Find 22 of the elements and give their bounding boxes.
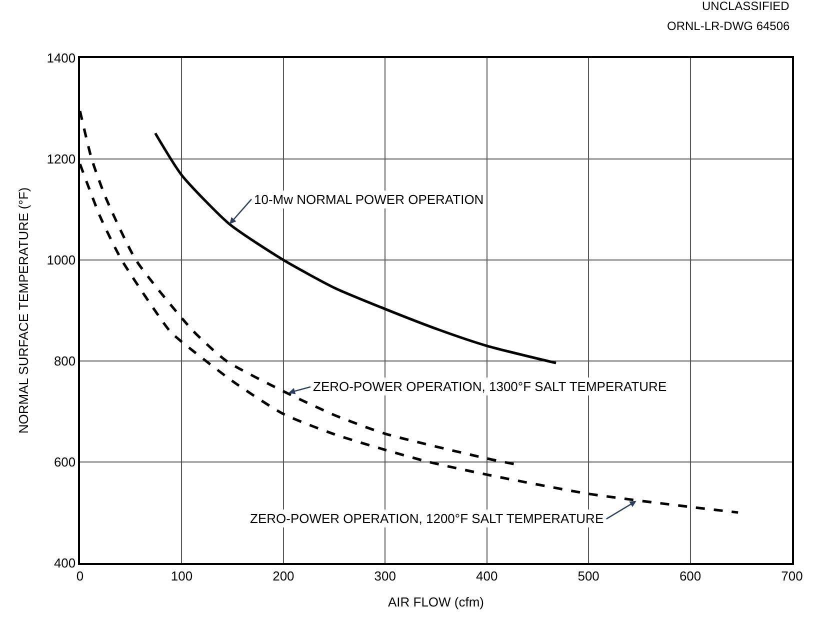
y-tick-label: 800 — [54, 354, 76, 369]
x-tick-label: 300 — [374, 568, 396, 584]
x-tick-label: 400 — [476, 568, 498, 584]
annotation: 10-Mw NORMAL POWER OPERATION — [254, 192, 484, 207]
text: ORNL-LR-DWG 64506 — [667, 19, 790, 33]
x-tick-label: 100 — [170, 568, 193, 584]
text: UNCLASSIFIED — [702, 0, 790, 13]
y-axis-title: NORMAL SURFACE TEMPERATURE (°F) — [16, 187, 32, 434]
x-tick-label: 600 — [679, 568, 702, 584]
x-tick-label: 700 — [781, 568, 803, 584]
annotation: ZERO-POWER OPERATION, 1200°F SALT TEMPERATURE — [250, 511, 604, 526]
x-tick-label: 200 — [272, 568, 294, 584]
y-tick-label: 400 — [54, 556, 76, 571]
y-tick-label: 1000 — [46, 252, 76, 268]
annotation: ZERO-POWER OPERATION, 1300°F SALT TEMPERATURE — [313, 379, 667, 394]
x-tick-label: 0 — [76, 568, 84, 584]
x-tick-label: 500 — [578, 568, 600, 584]
x-axis-title: AIR FLOW (cfm) — [388, 594, 484, 610]
y-tick-label: 600 — [54, 454, 76, 470]
y-tick-label: 1200 — [46, 152, 76, 167]
y-tick-label: 1400 — [46, 50, 76, 66]
line-series — [154, 132, 558, 364]
